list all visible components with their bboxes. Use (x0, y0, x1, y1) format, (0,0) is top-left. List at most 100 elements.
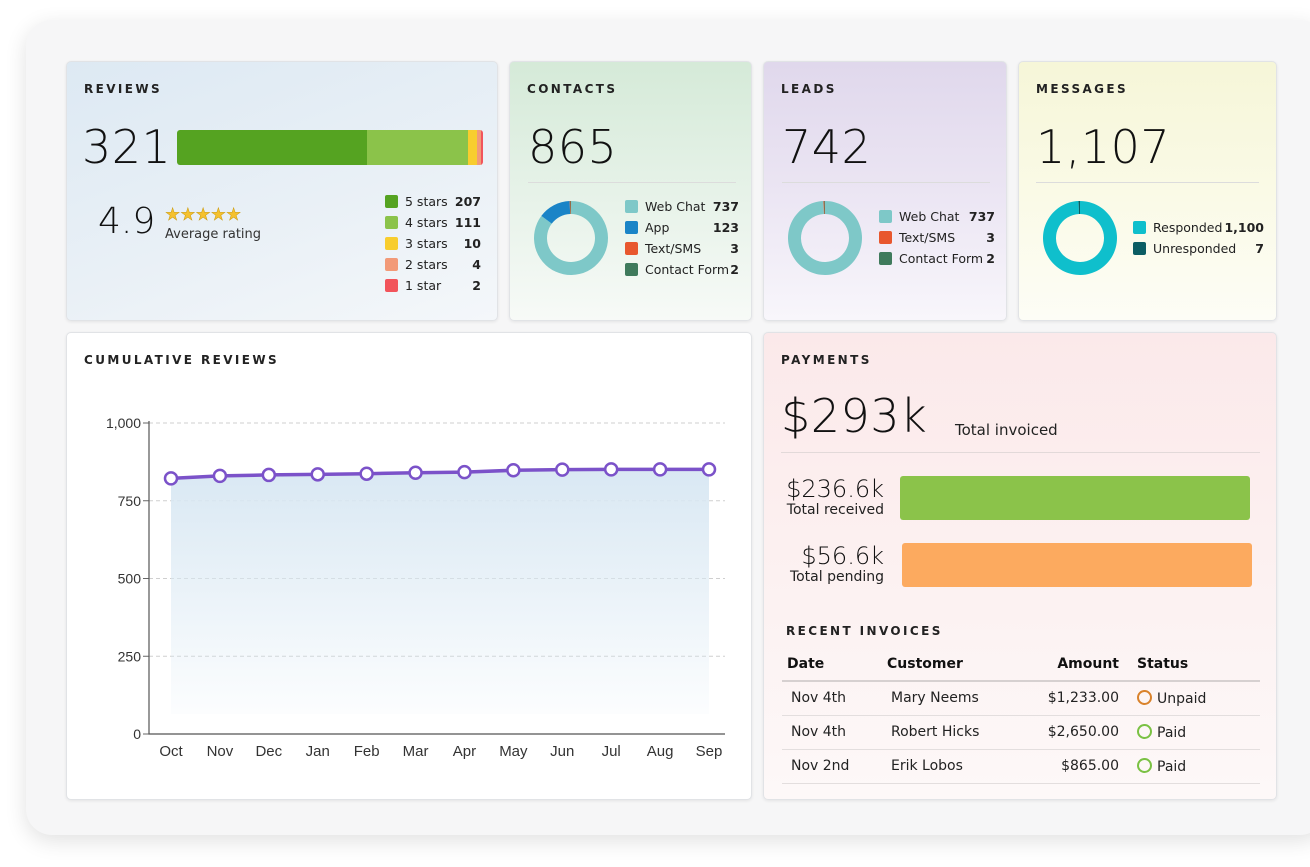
y-tick-label: 500 (118, 571, 142, 587)
leads-legend-label: Contact Form (899, 251, 984, 266)
x-tick-label: Dec (255, 743, 282, 760)
invoice-status: Paid (1132, 715, 1260, 750)
invoice-status-label: Unpaid (1157, 690, 1207, 707)
reviews-legend-swatch (385, 195, 398, 208)
chart-data-point[interactable] (163, 471, 179, 486)
invoice-date: Nov 4th (782, 715, 882, 750)
contacts-legend-swatch (625, 242, 638, 255)
x-tick-label: Oct (159, 743, 183, 760)
leads-legend-count: 737 (968, 209, 995, 224)
reviews-bar-segment (177, 130, 367, 165)
reviews-legend-swatch (385, 216, 398, 229)
reviews-legend: 5 stars 207 4 stars 111 3 stars 10 2 stars 4 1 s… (385, 191, 481, 296)
leads-card[interactable]: LEADS 742 Web Chat 737 Text/SMS 3 Contact Fo… (763, 61, 1007, 321)
chart-data-point[interactable] (310, 467, 325, 482)
chart-data-point[interactable] (555, 462, 570, 477)
recent-invoices-title: RECENT INVOICES (786, 624, 943, 638)
total-received-label: Total received (786, 502, 884, 519)
leads-legend-swatch (879, 252, 892, 265)
invoice-row[interactable]: Nov 4th Robert Hicks $2,650.00 Paid (782, 715, 1260, 750)
chart-data-point[interactable] (261, 467, 277, 483)
reviews-legend-label: 1 star (405, 278, 442, 293)
contacts-legend-count: 3 (730, 241, 739, 256)
recent-invoices-table: Date Customer Amount Status Nov 4th Mary… (782, 647, 1260, 784)
column-header-date[interactable]: Date (782, 647, 882, 682)
contacts-legend-label: Text/SMS (645, 241, 702, 256)
invoice-row[interactable]: Nov 2nd Erik Lobos $865.00 Paid (782, 749, 1260, 784)
messages-legend-item: Unresponded 7 (1133, 238, 1264, 259)
contacts-legend-label: App (645, 220, 670, 235)
leads-donut-slice (823, 201, 825, 215)
x-tick-label: Apr (453, 743, 476, 760)
chart-data-point[interactable] (457, 464, 472, 480)
column-header-status[interactable]: Status (1132, 647, 1260, 682)
invoice-row[interactable]: Nov 4th Mary Neems $1,233.00 Unpaid (782, 681, 1260, 716)
paid-status-icon (1137, 723, 1152, 739)
invoice-status-label: Paid (1157, 758, 1187, 775)
reviews-legend-count: 207 (454, 194, 481, 209)
x-tick-label: Jul (602, 743, 621, 760)
invoice-customer: Mary Neems (882, 681, 1010, 716)
contacts-legend-label: Web Chat (645, 199, 706, 214)
reviews-legend-label: 2 stars (405, 257, 448, 272)
contacts-donut-slice (570, 201, 571, 215)
reviews-legend-count: 10 (463, 236, 481, 251)
messages-legend-count: 7 (1255, 241, 1264, 256)
invoice-status: Unpaid (1132, 681, 1260, 716)
reviews-legend-item: 4 stars 111 (385, 212, 481, 233)
paid-status-icon (1137, 757, 1152, 773)
y-tick-label: 0 (133, 726, 141, 742)
invoice-date: Nov 4th (782, 681, 882, 716)
messages-card[interactable]: MESSAGES 1,107 Responded 1,100 Unresponded… (1018, 61, 1277, 321)
reviews-bar-segment (468, 130, 478, 165)
messages-legend: Responded 1,100 Unresponded 7 (1133, 217, 1264, 259)
payments-title: PAYMENTS (781, 353, 872, 367)
chart-data-point[interactable] (652, 462, 668, 477)
y-tick-label: 750 (118, 493, 142, 509)
contacts-legend-item: Web Chat 737 (625, 196, 739, 217)
contacts-donut-slice (541, 201, 571, 224)
contacts-donut-slice (534, 201, 608, 275)
chart-data-point[interactable] (603, 462, 619, 477)
leads-title: LEADS (781, 82, 837, 96)
messages-legend-label: Unresponded (1153, 241, 1237, 256)
contacts-legend-count: 737 (712, 199, 739, 214)
reviews-title: REVIEWS (84, 82, 163, 96)
reviews-legend-label: 4 stars (405, 215, 448, 230)
chart-data-point[interactable] (701, 462, 717, 477)
reviews-stacked-bar (177, 130, 483, 165)
chart-data-point[interactable] (359, 466, 374, 481)
average-rating-value: 4.9 (98, 201, 156, 242)
contacts-legend: Web Chat 737 App 123 Text/SMS 3 Contact Form 2 (625, 196, 739, 280)
leads-legend-label: Text/SMS (899, 230, 956, 245)
contacts-legend-swatch (625, 200, 638, 213)
payments-total-label: Total invoiced (955, 421, 1058, 439)
x-tick-label: Jan (306, 743, 330, 760)
leads-donut-slice (824, 201, 825, 215)
contacts-card[interactable]: CONTACTS 865 Web Chat 737 App 123 Text/SMS 3 C… (509, 61, 752, 321)
invoice-amount: $2,650.00 (1010, 715, 1132, 750)
cumulative-reviews-title: CUMULATIVE REVIEWS (84, 353, 280, 367)
chart-axes (148, 421, 725, 735)
chart-data-point[interactable] (212, 468, 228, 484)
reviews-card[interactable]: REVIEWS 321 4.9 ★★★★★ Average rating 5 s… (66, 61, 498, 321)
leads-legend-label: Web Chat (899, 209, 960, 224)
chart-data-point[interactable] (506, 463, 521, 478)
y-tick-label: 250 (118, 648, 142, 664)
leads-legend: Web Chat 737 Text/SMS 3 Contact Form 2 (879, 206, 995, 269)
payments-divider (781, 452, 1260, 453)
invoice-header-row: Date Customer Amount Status (782, 647, 1260, 682)
leads-legend-swatch (879, 231, 892, 244)
total-pending: $56.6k Total pending (774, 543, 884, 586)
contacts-legend-label: Contact Form (645, 262, 730, 277)
invoice-status-label: Paid (1157, 724, 1187, 741)
contacts-legend-swatch (625, 263, 638, 276)
column-header-amount[interactable]: Amount (1010, 647, 1132, 682)
column-header-customer[interactable]: Customer (882, 647, 1010, 682)
x-tick-label: Sep (696, 743, 723, 760)
chart-data-point[interactable] (408, 465, 423, 481)
contacts-legend-swatch (625, 221, 638, 234)
invoice-status: Paid (1132, 749, 1260, 784)
messages-total: 1,107 (1036, 120, 1171, 174)
leads-legend-count: 2 (986, 251, 995, 266)
